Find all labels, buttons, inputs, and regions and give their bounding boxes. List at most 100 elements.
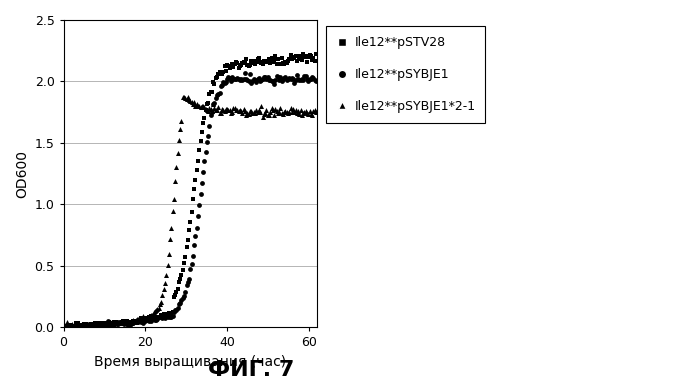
Point bbox=[164, 312, 175, 318]
Point bbox=[239, 108, 250, 114]
Point bbox=[206, 108, 217, 114]
Point bbox=[176, 298, 187, 304]
Point bbox=[86, 321, 97, 328]
Point bbox=[153, 305, 164, 311]
Point bbox=[59, 326, 71, 332]
Point bbox=[201, 106, 212, 113]
Point bbox=[175, 126, 186, 132]
Point bbox=[310, 51, 322, 57]
Point bbox=[111, 321, 122, 327]
Point bbox=[217, 81, 228, 88]
Point bbox=[290, 107, 301, 113]
Point bbox=[148, 310, 159, 316]
Point bbox=[176, 118, 187, 124]
Point bbox=[208, 79, 219, 85]
Point bbox=[299, 73, 310, 79]
Point bbox=[294, 56, 305, 62]
Point bbox=[164, 310, 175, 316]
Point bbox=[304, 52, 315, 58]
Point bbox=[153, 314, 164, 321]
Point bbox=[150, 314, 161, 321]
Point bbox=[266, 78, 277, 84]
Point bbox=[94, 320, 105, 326]
Point bbox=[136, 316, 147, 323]
Point bbox=[204, 91, 215, 97]
Point bbox=[67, 323, 78, 329]
Point bbox=[290, 77, 301, 83]
Point bbox=[231, 107, 242, 113]
Point bbox=[68, 325, 79, 331]
Point bbox=[87, 321, 99, 328]
Point bbox=[268, 57, 280, 63]
Point bbox=[69, 323, 80, 329]
Point bbox=[275, 105, 286, 111]
Point bbox=[285, 76, 296, 83]
Point bbox=[148, 315, 159, 321]
Point bbox=[81, 322, 92, 328]
Point bbox=[225, 63, 236, 69]
Point bbox=[300, 108, 311, 114]
Point bbox=[237, 110, 248, 116]
Point bbox=[75, 323, 86, 329]
Point bbox=[298, 109, 309, 116]
Point bbox=[205, 106, 216, 112]
Point bbox=[81, 321, 92, 327]
Point bbox=[103, 319, 115, 325]
Point bbox=[161, 271, 172, 278]
Point bbox=[250, 61, 261, 67]
Point bbox=[267, 107, 278, 113]
Point bbox=[62, 323, 73, 329]
Point bbox=[138, 316, 149, 323]
Point bbox=[83, 321, 94, 327]
Point bbox=[303, 54, 314, 60]
Point bbox=[95, 321, 106, 327]
Point bbox=[200, 106, 211, 112]
Y-axis label: OD600: OD600 bbox=[15, 150, 29, 198]
Point bbox=[264, 56, 275, 62]
Point bbox=[152, 306, 163, 312]
Point bbox=[211, 107, 222, 113]
Point bbox=[191, 225, 202, 231]
Point bbox=[164, 236, 175, 242]
Point bbox=[161, 313, 172, 319]
Point bbox=[63, 323, 74, 329]
Point bbox=[122, 318, 133, 324]
Point bbox=[150, 306, 161, 313]
Point bbox=[262, 112, 273, 118]
Point bbox=[191, 167, 202, 173]
Point bbox=[75, 323, 87, 329]
Point bbox=[196, 129, 208, 136]
Point bbox=[108, 319, 119, 325]
Point bbox=[77, 322, 88, 328]
Text: ФИГ. 7: ФИГ. 7 bbox=[208, 360, 295, 380]
Point bbox=[250, 110, 261, 116]
Point bbox=[264, 112, 275, 118]
Point bbox=[212, 91, 224, 97]
Point bbox=[301, 76, 312, 82]
Point bbox=[67, 321, 78, 327]
Point bbox=[304, 76, 315, 83]
Point bbox=[295, 53, 306, 60]
Point bbox=[143, 318, 154, 324]
Point bbox=[220, 106, 231, 112]
Point bbox=[253, 107, 264, 113]
Point bbox=[294, 77, 305, 83]
Point bbox=[253, 75, 264, 81]
Point bbox=[166, 225, 177, 231]
Point bbox=[62, 319, 73, 325]
Point bbox=[148, 315, 159, 321]
Point bbox=[234, 77, 245, 83]
Point bbox=[231, 75, 243, 81]
Point bbox=[114, 320, 125, 326]
Point bbox=[251, 59, 262, 65]
Point bbox=[182, 279, 194, 285]
Point bbox=[66, 323, 77, 329]
X-axis label: Время выращивания (час): Время выращивания (час) bbox=[94, 355, 286, 369]
Point bbox=[96, 320, 107, 326]
Point bbox=[129, 319, 140, 325]
Legend: Ile12**pSTV28, Ile12**pSYBJE1, Ile12**pSYBJE1*2-1: Ile12**pSTV28, Ile12**pSYBJE1, Ile12**pS… bbox=[326, 26, 485, 123]
Point bbox=[58, 323, 69, 329]
Point bbox=[276, 109, 287, 116]
Point bbox=[309, 76, 320, 83]
Point bbox=[229, 105, 240, 111]
